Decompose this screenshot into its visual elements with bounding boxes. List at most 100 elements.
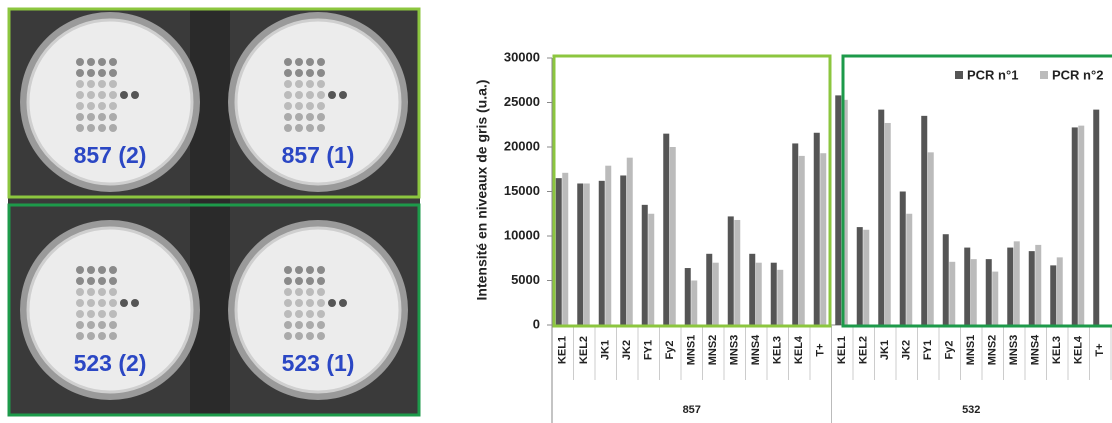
dot [295,58,303,66]
dot [317,277,325,285]
dot [306,102,314,110]
dot [295,102,303,110]
dot [98,124,106,132]
x-tick-label: JK2 [901,340,913,360]
bar [691,280,698,325]
x-tick-label: JK2 [621,340,633,360]
dot [306,91,314,99]
bar [949,261,956,325]
y-axis-title: Intensité en niveaux de gris (u.a.) [474,80,490,301]
dot [284,91,292,99]
dot [317,288,325,296]
bar [835,95,842,325]
dot [98,69,106,77]
dot [87,102,95,110]
dot [98,102,106,110]
dish [234,226,402,394]
bar [620,175,627,325]
x-tick-label: MNS2 [707,335,719,366]
y-tick-label: 25000 [504,94,540,109]
dot [87,266,95,274]
dot [98,266,106,274]
dot [76,91,84,99]
dish [234,18,402,186]
x-tick-label: MNS4 [1030,334,1042,365]
bar [712,262,719,325]
dot [328,91,336,99]
dot [284,80,292,88]
dot [317,80,325,88]
dot [120,91,128,99]
x-tick-label: T+ [815,343,827,356]
bar [583,183,590,325]
bar [755,262,762,325]
dot [284,277,292,285]
frame-523 [7,203,421,417]
dot [98,288,106,296]
dot [295,310,303,318]
dot [295,332,303,340]
dot [76,113,84,121]
bar [669,147,676,325]
photo-shade [190,8,230,416]
dot [109,310,117,318]
x-tick-label: KEL1 [836,336,848,364]
bar [1071,127,1078,325]
legend-swatch [955,71,963,79]
dot [131,91,139,99]
bar [577,183,584,325]
x-tick-label: MNS3 [729,335,741,366]
dot [76,69,84,77]
dot [284,310,292,318]
dot [317,102,325,110]
dot [98,310,106,318]
bar [663,133,670,325]
dot [339,91,347,99]
dot [284,299,292,307]
group-label: 857 [683,404,701,416]
dot [306,266,314,274]
dot [306,332,314,340]
y-tick-label: 5000 [511,272,540,287]
dot [317,332,325,340]
x-tick-label: MNS4 [750,334,762,365]
dot [317,69,325,77]
dot [317,124,325,132]
dot [284,321,292,329]
bar [641,204,648,325]
dot [98,332,106,340]
bar [992,271,999,325]
dot [131,299,139,307]
x-tick-label: MNS3 [1008,335,1020,366]
x-tick-label: KEL3 [772,336,784,364]
photo-label: 523 (1) [282,350,355,376]
dot [295,277,303,285]
bar [863,229,870,325]
bar [734,219,741,325]
dot [306,321,314,329]
dot [120,299,128,307]
dot [109,321,117,329]
bar [626,157,633,325]
dot [87,124,95,132]
x-tick-label: MNS1 [965,335,977,366]
x-tick-label: KEL3 [1051,336,1063,364]
legend-label: PCR n°2 [1052,67,1103,82]
bar [777,269,784,325]
x-tick-label: MNS2 [987,335,999,366]
dot [87,332,95,340]
x-tick-label: MNS1 [686,335,698,366]
dot [284,266,292,274]
dot [317,113,325,121]
bar [899,191,906,325]
bar [555,178,562,325]
dot [76,58,84,66]
dot [87,321,95,329]
dot [87,69,95,77]
bar [1013,241,1020,325]
dot [87,310,95,318]
dot [87,113,95,121]
frame-532-plot [841,54,1112,328]
bar [964,247,971,325]
